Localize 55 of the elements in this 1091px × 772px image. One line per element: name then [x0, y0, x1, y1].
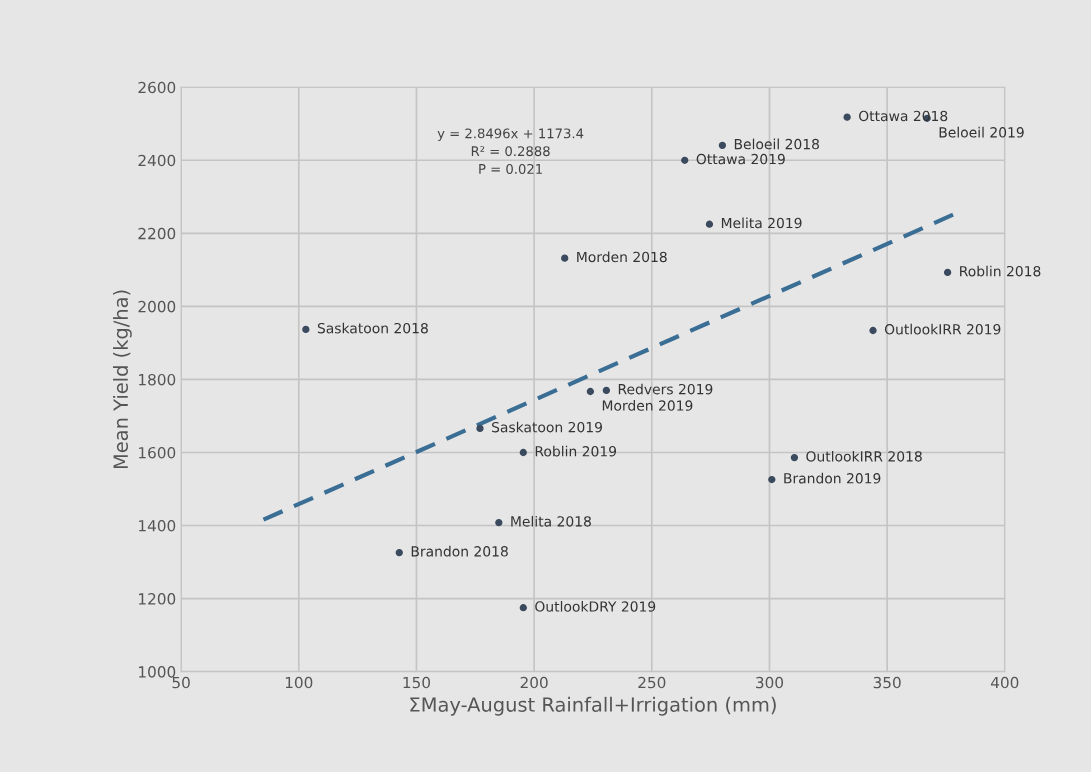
point: [843, 113, 851, 121]
point: [519, 448, 527, 457]
annotation: Roblin 2019: [535, 445, 617, 457]
y-tick-label: 2200: [138, 227, 176, 240]
point: [586, 387, 595, 396]
y-tick-label: 1000: [139, 666, 176, 678]
point: [519, 604, 527, 612]
y-tick-label: 1800: [139, 373, 176, 386]
annotation: Redvers 2019: [618, 383, 713, 395]
annotation: Roblin 2018: [960, 265, 1041, 277]
annotation: Beloeil 2019: [939, 126, 1024, 138]
annotation: Beloeil 2018: [734, 138, 820, 150]
y-axis-title: Mean Yield (kg/ha): [112, 290, 132, 469]
x-tick-label: 50: [172, 676, 190, 689]
x-tick-label: 100: [285, 676, 313, 689]
point: [681, 156, 689, 164]
y-tick-label: 1200: [139, 593, 176, 605]
annotation: y = 2.8496x + 1173.4 R² = 0.2888 P = 0.021: [437, 128, 584, 174]
x-tick-label: 150: [403, 676, 431, 689]
point: [302, 325, 310, 334]
y-tick-label: 1600: [139, 446, 176, 459]
point: [705, 220, 714, 228]
annotation: OutlookDRY 2019: [535, 601, 656, 612]
x-tick-label: 400: [990, 676, 1019, 689]
point: [790, 453, 799, 462]
annotation: OutlookIRR 2018: [806, 450, 922, 462]
annotation: OutlookIRR 2019: [884, 323, 1001, 335]
annotation: Morden 2019: [602, 400, 693, 411]
point: [561, 254, 569, 262]
annotation: Saskatoon 2019: [492, 421, 603, 433]
point: [869, 326, 877, 335]
x-tick-label: 350: [873, 676, 901, 689]
point: [395, 548, 403, 557]
annotation: Melita 2018: [511, 515, 591, 527]
y-tick-label: 2600: [138, 81, 176, 94]
x-tick-label: 250: [638, 676, 666, 689]
point: [476, 424, 484, 433]
y-tick-label: 2000: [138, 300, 176, 313]
point: [768, 475, 776, 484]
x-axis-title: ΣMay-August Rainfall+Irrigation (mm): [410, 696, 776, 716]
point: [602, 386, 611, 395]
annotation: Morden 2018: [577, 251, 667, 263]
annotation: Ottawa 2019: [696, 153, 785, 165]
annotation: Brandon 2018: [411, 545, 508, 557]
point: [943, 268, 952, 277]
x-tick-label: 300: [756, 676, 784, 689]
annotation: Ottawa 2018: [859, 110, 948, 122]
annotation: Brandon 2019: [784, 472, 881, 484]
y-tick-label: 2400: [138, 154, 176, 167]
y-tick-label: 1400: [139, 520, 176, 532]
x-tick-label: 200: [520, 676, 548, 689]
point: [718, 141, 727, 149]
annotation: Melita 2019: [721, 217, 802, 229]
annotation: Saskatoon 2018: [317, 322, 428, 334]
point: [495, 518, 503, 527]
